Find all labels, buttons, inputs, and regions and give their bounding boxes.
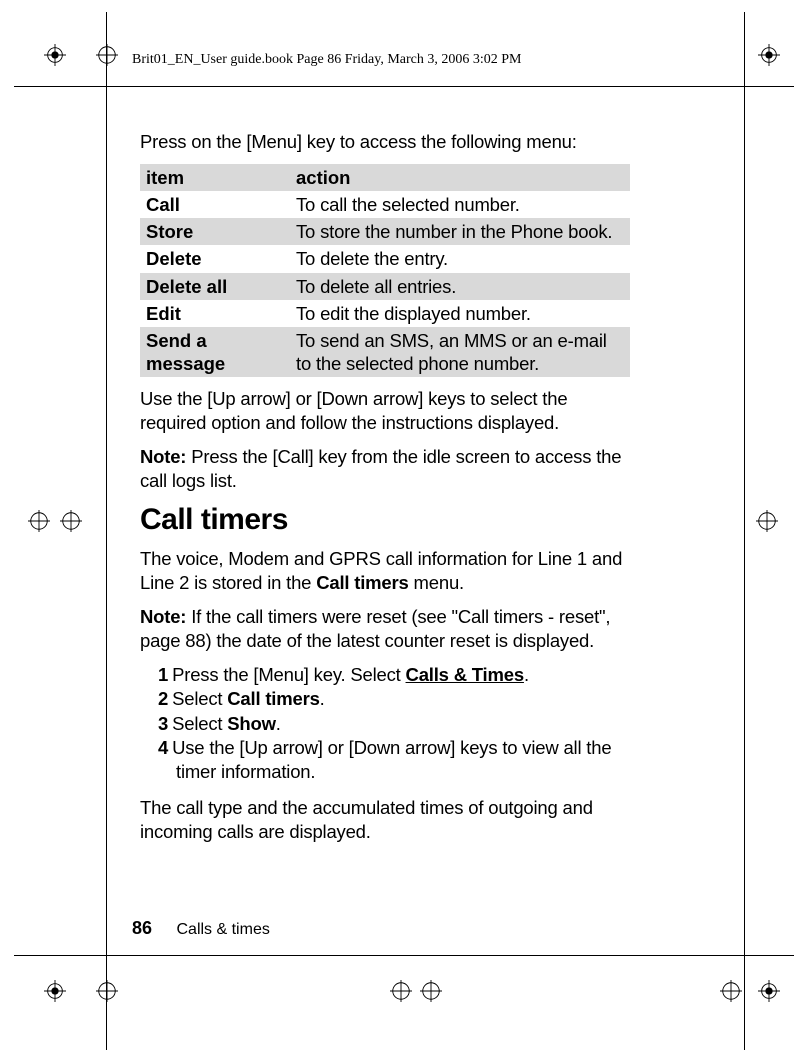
menu-name: Show xyxy=(227,713,276,734)
table-row: Delete all To delete all entries. xyxy=(140,273,630,300)
list-item: 2Select Call timers. xyxy=(158,687,630,711)
target-mark-icon xyxy=(756,510,778,532)
table-cell-action: To call the selected number. xyxy=(290,191,630,218)
note-text: If the call timers were reset (see "Call… xyxy=(140,606,610,651)
table-cell-item: Call xyxy=(140,191,290,218)
after-table-text: Use the [Up arrow] or [Down arrow] keys … xyxy=(140,387,630,435)
registration-mark-icon xyxy=(758,44,780,66)
target-mark-icon xyxy=(720,980,742,1002)
menu-name: Calls & Times xyxy=(406,664,524,685)
registration-mark-icon xyxy=(44,44,66,66)
table-cell-item: Send a message xyxy=(140,327,290,377)
crop-line-right xyxy=(744,12,745,1050)
closing-text: The call type and the accumulated times … xyxy=(140,796,630,844)
table-row: Edit To edit the displayed number. xyxy=(140,300,630,327)
header-filename: Brit01_EN_User guide.book Page 86 Friday… xyxy=(132,52,522,68)
table-cell-action: To delete all entries. xyxy=(290,273,630,300)
steps-list: 1Press the [Menu] key. Select Calls & Ti… xyxy=(158,663,630,783)
table-cell-action: To store the number in the Phone book. xyxy=(290,218,630,245)
crop-line-top xyxy=(14,86,794,87)
step-text: Select xyxy=(172,688,227,709)
table-cell-item: Store xyxy=(140,218,290,245)
table-row: Call To call the selected number. xyxy=(140,191,630,218)
step-number: 3 xyxy=(158,713,168,734)
target-mark-icon xyxy=(28,510,50,532)
step-text: . xyxy=(320,688,325,709)
table-header-action: action xyxy=(290,164,630,191)
menu-table: item action Call To call the selected nu… xyxy=(140,164,630,377)
table-cell-action: To delete the entry. xyxy=(290,245,630,272)
step-number: 4 xyxy=(158,737,168,758)
target-mark-icon xyxy=(60,510,82,532)
list-item: 3Select Show. xyxy=(158,712,630,736)
step-number: 1 xyxy=(158,664,168,685)
registration-mark-icon xyxy=(44,980,66,1002)
crop-line-left xyxy=(106,12,107,1050)
note-1: Note: Press the [Call] key from the idle… xyxy=(140,445,630,493)
registration-mark-icon xyxy=(758,980,780,1002)
table-cell-item: Delete xyxy=(140,245,290,272)
menu-name: Call timers xyxy=(227,688,319,709)
list-item: 1Press the [Menu] key. Select Calls & Ti… xyxy=(158,663,630,687)
intro-text: Press on the [Menu] key to access the fo… xyxy=(140,130,630,154)
target-mark-icon xyxy=(390,980,412,1002)
table-header-item: item xyxy=(140,164,290,191)
page-content: Press on the [Menu] key to access the fo… xyxy=(140,130,630,854)
menu-name: Call timers xyxy=(316,572,408,593)
crop-line-bottom xyxy=(14,955,794,956)
table-row: Delete To delete the entry. xyxy=(140,245,630,272)
target-mark-icon xyxy=(96,44,118,66)
note-2: Note: If the call timers were reset (see… xyxy=(140,605,630,653)
table-cell-item: Edit xyxy=(140,300,290,327)
step-text: . xyxy=(276,713,281,734)
note-text: Press the [Call] key from the idle scree… xyxy=(140,446,621,491)
page-number: 86 xyxy=(132,918,152,938)
step-text: Press the [Menu] key. Select xyxy=(172,664,405,685)
step-text: Select xyxy=(172,713,227,734)
target-mark-icon xyxy=(420,980,442,1002)
note-label: Note: xyxy=(140,606,186,627)
table-cell-action: To edit the displayed number. xyxy=(290,300,630,327)
para-text: menu. xyxy=(409,572,464,593)
note-label: Note: xyxy=(140,446,186,467)
table-cell-item: Delete all xyxy=(140,273,290,300)
list-item: 4Use the [Up arrow] or [Down arrow] keys… xyxy=(158,736,630,784)
call-timers-intro: The voice, Modem and GPRS call informati… xyxy=(140,547,630,595)
target-mark-icon xyxy=(96,980,118,1002)
heading-call-timers: Call timers xyxy=(140,503,630,537)
table-cell-action: To send an SMS, an MMS or an e-mail to t… xyxy=(290,327,630,377)
step-number: 2 xyxy=(158,688,168,709)
step-text: . xyxy=(524,664,529,685)
step-text: Use the [Up arrow] or [Down arrow] keys … xyxy=(172,737,611,782)
page-footer: 86 Calls & times xyxy=(132,918,270,939)
table-row: Store To store the number in the Phone b… xyxy=(140,218,630,245)
table-row: Send a message To send an SMS, an MMS or… xyxy=(140,327,630,377)
section-title: Calls & times xyxy=(176,921,269,938)
